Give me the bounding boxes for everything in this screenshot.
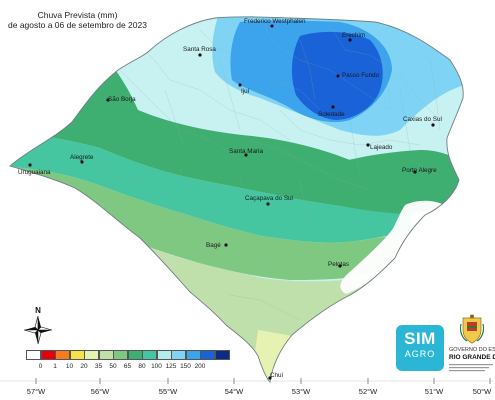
north-arrow-icon: N bbox=[24, 306, 52, 345]
city-santa-maria: Santa Maria bbox=[229, 148, 263, 157]
zone-80-100-west bbox=[10, 60, 412, 212]
city-erechim: Erechim bbox=[342, 32, 365, 42]
legend-tick-label: 80 bbox=[138, 363, 146, 370]
longitude-axis: 57°W 56°W 55°W 54°W 53°W 52°W 51°W 50°W bbox=[0, 378, 495, 396]
legend-swatch bbox=[55, 350, 70, 360]
zone-65-80 bbox=[10, 130, 410, 243]
lon-label-57: 57°W bbox=[27, 387, 46, 396]
legend-swatch bbox=[69, 350, 85, 360]
title-line-1: Chuva Prevista (mm) bbox=[37, 10, 118, 20]
city-pelotas: Pelotas bbox=[328, 261, 349, 268]
simagro-logo-bottom: AGRO bbox=[404, 349, 436, 359]
legend-swatch bbox=[156, 350, 172, 360]
city-frederico-westphalen: Frederico Westphalen bbox=[244, 18, 306, 28]
city-bage: Bagé bbox=[206, 242, 228, 249]
city-passo-fundo: Passo Fundo bbox=[336, 72, 380, 79]
legend-tick-label: 200 bbox=[194, 363, 206, 370]
svg-text:Uruguaiana: Uruguaiana bbox=[18, 169, 51, 176]
svg-text:Erechim: Erechim bbox=[342, 32, 365, 39]
gov-logo-line-2: RIO GRANDE DO SUL bbox=[449, 354, 495, 361]
lon-label-54: 54°W bbox=[225, 387, 244, 396]
legend-tick-label: 0 bbox=[38, 363, 43, 370]
svg-text:Pelotas: Pelotas bbox=[328, 261, 349, 268]
svg-text:Passo Fundo: Passo Fundo bbox=[342, 72, 380, 79]
legend-swatch bbox=[127, 350, 143, 360]
legend-swatch bbox=[200, 350, 215, 360]
legend-tick-label: 100 bbox=[151, 363, 162, 370]
city-ijui: Ijuí bbox=[238, 83, 250, 95]
legend-swatch bbox=[113, 350, 128, 360]
lon-label-51: 51°W bbox=[425, 387, 444, 396]
north-label: N bbox=[35, 306, 41, 315]
lon-label-55: 55°W bbox=[159, 387, 178, 396]
city-uruguaiana: Uruguaiana bbox=[18, 163, 51, 176]
lon-label-53: 53°W bbox=[292, 387, 311, 396]
svg-text:Caxias do Sul: Caxias do Sul bbox=[403, 116, 442, 123]
svg-text:Santa Maria: Santa Maria bbox=[229, 148, 263, 155]
legend-swatch bbox=[214, 350, 230, 360]
svg-text:São Borja: São Borja bbox=[108, 96, 136, 103]
city-lajeado: Lajeado bbox=[366, 143, 393, 151]
zone-50-65 bbox=[10, 166, 420, 280]
legend-tick-label: 150 bbox=[180, 363, 191, 370]
svg-text:Frederico Westphalen: Frederico Westphalen bbox=[244, 18, 306, 25]
legend-swatch bbox=[185, 350, 201, 360]
state-crest-icon bbox=[460, 314, 484, 344]
municipal-boundaries bbox=[59, 19, 446, 321]
svg-text:Alegrete: Alegrete bbox=[70, 154, 94, 161]
legend-tick-label: 125 bbox=[165, 363, 177, 370]
legend-tick-label: 65 bbox=[123, 363, 132, 370]
city-markers: Frederico Westphalen Erechim Santa Rosa … bbox=[18, 18, 442, 380]
legend-tick-label: 35 bbox=[94, 363, 103, 370]
state-border bbox=[9, 16, 464, 383]
svg-text:Caçapava do Sul: Caçapava do Sul bbox=[245, 195, 293, 202]
svg-text:Bagé: Bagé bbox=[206, 242, 221, 249]
title-line-2: de agosto a 06 de setembro de 2023 bbox=[8, 20, 147, 30]
lon-label-56: 56°W bbox=[91, 387, 110, 396]
city-porto-alegre: Porto Alegre bbox=[402, 167, 437, 174]
city-soledade: Soledade bbox=[318, 105, 345, 118]
legend-swatch bbox=[84, 350, 99, 360]
legend-swatch bbox=[142, 350, 157, 360]
legend-swatch bbox=[98, 350, 114, 360]
gov-fine-print-icon bbox=[449, 364, 493, 372]
lon-label-50: 50°W bbox=[473, 387, 492, 396]
city-cacapava-do-sul: Caçapava do Sul bbox=[245, 195, 293, 206]
svg-text:Santa Rosa: Santa Rosa bbox=[183, 46, 216, 53]
legend-swatch bbox=[171, 350, 186, 360]
legend-swatch bbox=[40, 350, 56, 360]
legend-tick-label: 10 bbox=[65, 363, 74, 370]
svg-text:Ijuí: Ijuí bbox=[241, 88, 250, 95]
legend-tick-label: 1 bbox=[53, 363, 57, 370]
city-santa-rosa: Santa Rosa bbox=[183, 46, 216, 57]
government-logo: GOVERNO DO ESTADO RIO GRANDE DO SUL bbox=[449, 314, 495, 380]
simagro-logo: SIM AGRO bbox=[396, 325, 444, 371]
city-alegrete: Alegrete bbox=[70, 154, 94, 164]
svg-text:Lajeado: Lajeado bbox=[370, 144, 393, 151]
map-title: Chuva Prevista (mm) de agosto a 06 de se… bbox=[0, 10, 155, 30]
gov-logo-line-1: GOVERNO DO ESTADO bbox=[449, 347, 495, 353]
simagro-logo-top: SIM bbox=[404, 329, 436, 348]
legend-swatch bbox=[26, 350, 41, 360]
legend-tick-label: 50 bbox=[109, 363, 117, 370]
city-sao-borja: São Borja bbox=[106, 96, 136, 103]
lon-label-52: 52°W bbox=[359, 387, 378, 396]
city-chui: Chuí bbox=[268, 372, 284, 380]
legend-tick-label: 20 bbox=[80, 363, 88, 370]
svg-text:Chuí: Chuí bbox=[270, 372, 284, 379]
svg-text:Porto Alegre: Porto Alegre bbox=[402, 167, 437, 174]
city-caxias-do-sul: Caxias do Sul bbox=[403, 116, 442, 127]
svg-text:Soledade: Soledade bbox=[318, 111, 345, 118]
